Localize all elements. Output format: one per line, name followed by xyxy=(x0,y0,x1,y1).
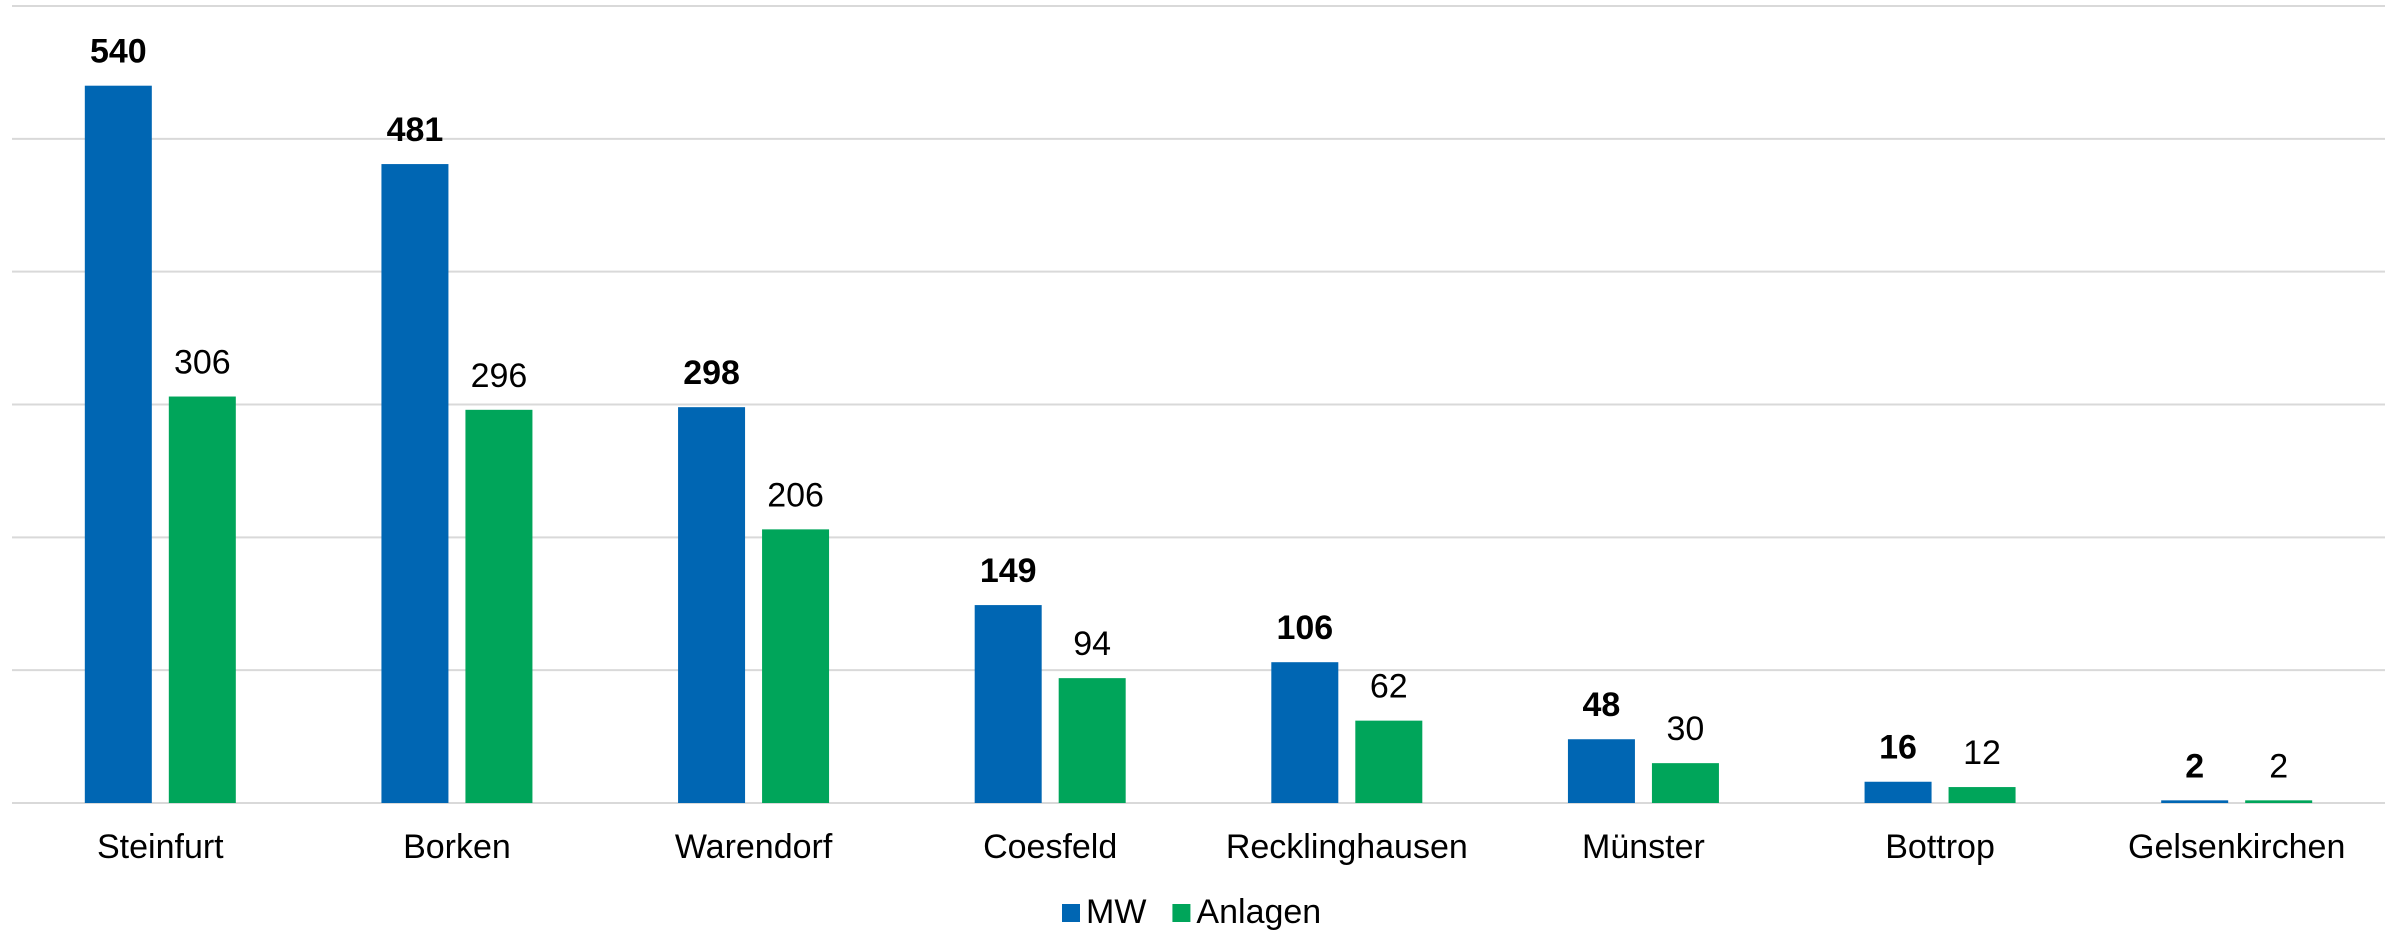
data-label: 306 xyxy=(174,344,231,382)
bar xyxy=(678,407,746,803)
bar xyxy=(1058,678,1126,803)
x-tick-label: Recklinghausen xyxy=(1226,828,1468,866)
bar xyxy=(1864,781,1932,803)
bar xyxy=(762,529,830,803)
bar xyxy=(1355,720,1423,803)
bar xyxy=(1948,787,2016,803)
bar xyxy=(1651,763,1719,803)
data-label: 16 xyxy=(1879,729,1917,767)
data-label: 106 xyxy=(1276,609,1333,647)
bar xyxy=(1567,739,1635,803)
x-tick-label: Warendorf xyxy=(675,828,833,866)
data-label: 30 xyxy=(1667,710,1705,748)
x-tick-label: Steinfurt xyxy=(97,828,224,866)
legend-swatch xyxy=(1172,904,1191,922)
data-label: 149 xyxy=(980,552,1037,590)
data-label: 2 xyxy=(2269,747,2288,785)
x-tick-label: Coesfeld xyxy=(983,828,1117,866)
x-tick-label: Gelsenkirchen xyxy=(2128,828,2345,866)
data-label: 206 xyxy=(767,476,824,514)
x-tick-label: Bottrop xyxy=(1885,828,1995,866)
data-label: 296 xyxy=(471,357,528,395)
bar xyxy=(1271,662,1339,803)
data-label: 94 xyxy=(1073,625,1111,663)
bar xyxy=(465,409,533,803)
x-tick-label: Münster xyxy=(1582,828,1705,866)
legend-label: Anlagen xyxy=(1196,893,1321,931)
data-label: 12 xyxy=(1963,734,2001,772)
bar xyxy=(381,164,449,804)
bar xyxy=(168,396,236,803)
data-label: 48 xyxy=(1583,686,1621,724)
x-tick-label: Borken xyxy=(403,828,511,866)
bar xyxy=(84,85,152,803)
legend-swatch xyxy=(1062,904,1080,922)
bar xyxy=(974,605,1042,803)
data-label: 540 xyxy=(90,33,147,71)
bar xyxy=(2245,800,2313,803)
data-label: 481 xyxy=(387,111,444,149)
legend-label: MW xyxy=(1086,893,1146,931)
bar xyxy=(2161,800,2229,803)
data-label: 298 xyxy=(683,354,740,392)
data-label: 2 xyxy=(2185,747,2204,785)
data-label: 62 xyxy=(1370,668,1408,706)
